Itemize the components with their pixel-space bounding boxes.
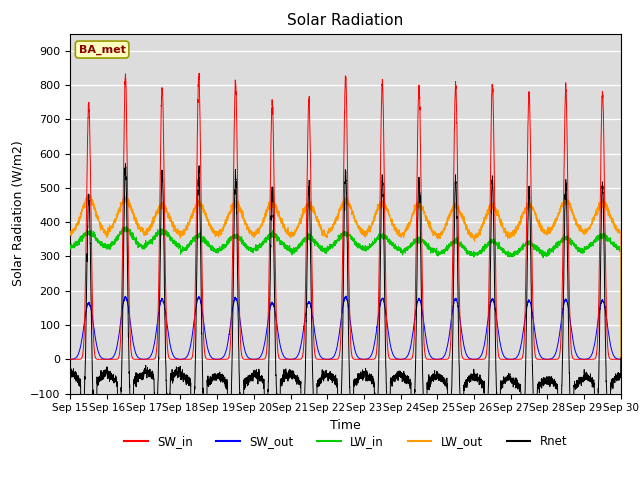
Y-axis label: Solar Radiation (W/m2): Solar Radiation (W/m2) — [12, 141, 25, 287]
Title: Solar Radiation: Solar Radiation — [287, 13, 404, 28]
X-axis label: Time: Time — [330, 419, 361, 432]
Text: BA_met: BA_met — [79, 44, 125, 55]
Legend: SW_in, SW_out, LW_in, LW_out, Rnet: SW_in, SW_out, LW_in, LW_out, Rnet — [119, 430, 572, 453]
